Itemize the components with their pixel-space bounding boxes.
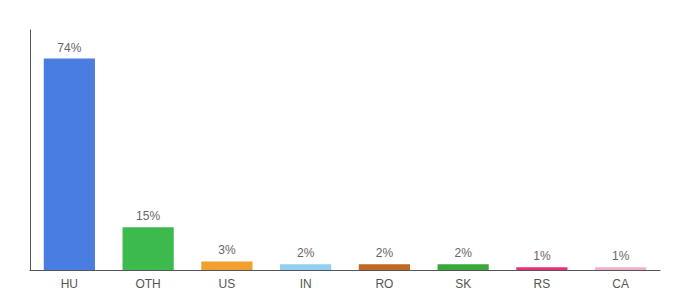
svg-text:OTH: OTH: [135, 277, 160, 291]
svg-text:RS: RS: [534, 277, 551, 291]
svg-text:CA: CA: [612, 277, 629, 291]
svg-text:2%: 2%: [376, 246, 394, 260]
svg-text:1%: 1%: [612, 249, 630, 263]
svg-text:74%: 74%: [57, 41, 81, 55]
svg-text:US: US: [219, 277, 236, 291]
svg-text:SK: SK: [455, 277, 471, 291]
svg-text:IN: IN: [300, 277, 312, 291]
svg-text:RO: RO: [375, 277, 393, 291]
svg-text:2%: 2%: [297, 246, 315, 260]
svg-text:1%: 1%: [533, 249, 551, 263]
svg-text:15%: 15%: [136, 209, 160, 223]
svg-text:3%: 3%: [218, 243, 236, 257]
svg-text:HU: HU: [61, 277, 78, 291]
svg-text:2%: 2%: [454, 246, 472, 260]
